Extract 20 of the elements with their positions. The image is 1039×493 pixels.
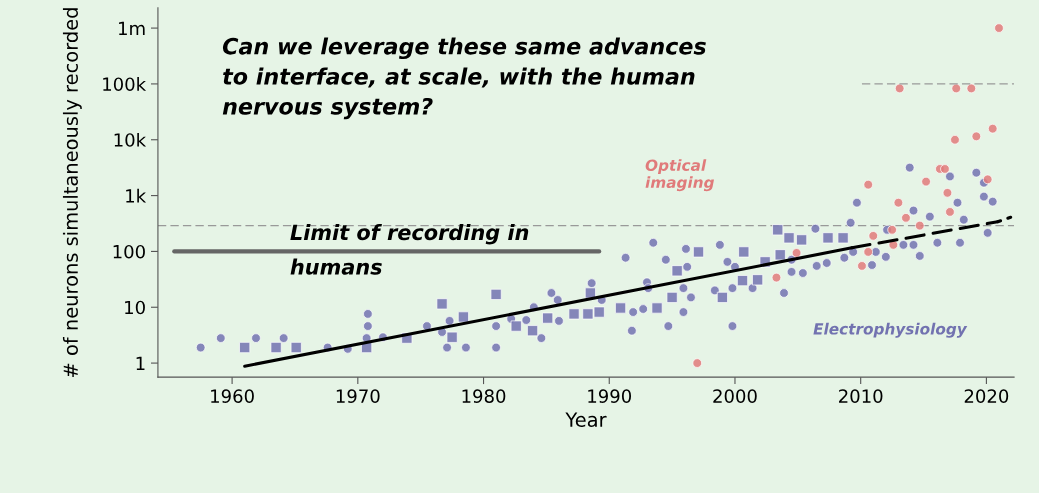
y-tick-label: 100k (103, 77, 147, 92)
y-tick-label: 1k (126, 188, 147, 203)
x-axis-title: Year (565, 412, 607, 428)
y-axis-title: # of neurons simultaneously recorded (62, 8, 82, 377)
annotation: Can we leverage these same advances to interface, at scale, with the human nervous system? (222, 37, 706, 120)
x-tick-label: 1990 (588, 389, 632, 403)
text: Optical imaging (645, 159, 715, 192)
y-tick-label: 1 (136, 356, 145, 370)
x-tick-label: 1980 (462, 389, 506, 403)
y-tick-label: 10 (125, 300, 145, 315)
annotation: Limit of recording in humans (290, 224, 529, 275)
x-tick-label: 2020 (964, 389, 1009, 403)
x-tick-label: 1960 (211, 389, 254, 403)
y-tick-label: 10k (114, 132, 147, 147)
y-tick-label: 1m (119, 21, 145, 35)
text: Electrophysiology (813, 322, 968, 338)
x-tick-label: 2000 (713, 389, 757, 403)
x-tick-label: 1970 (336, 389, 380, 403)
x-tick-label: 2010 (839, 389, 883, 403)
y-tick-label: 100 (113, 244, 145, 259)
